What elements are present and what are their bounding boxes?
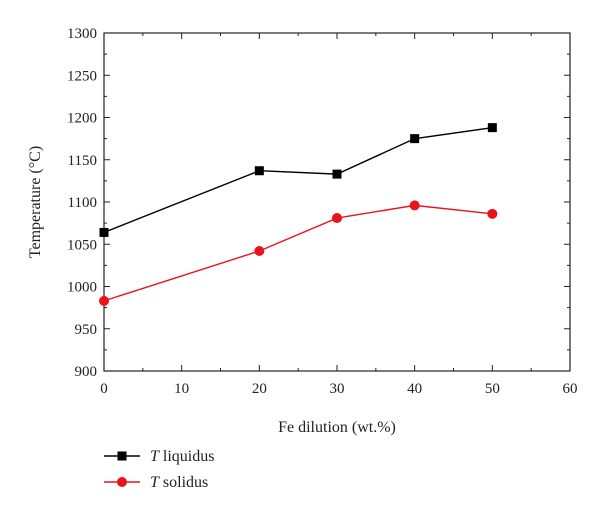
data-point xyxy=(332,169,342,179)
y-tick-label: 1250 xyxy=(67,68,97,84)
y-tick-label: 900 xyxy=(75,364,98,380)
data-point xyxy=(99,295,109,306)
series-line xyxy=(103,126,493,234)
legend-marker xyxy=(117,451,127,461)
legend-item: T liquidus xyxy=(104,448,214,465)
legend-item: T solidus xyxy=(104,474,208,491)
data-point xyxy=(254,246,265,257)
x-tick-label: 30 xyxy=(330,381,345,397)
data-point xyxy=(410,134,420,144)
x-tick-label: 60 xyxy=(563,381,578,397)
y-axis-title: Temperature (°C) xyxy=(27,146,44,258)
y-tick-label: 1300 xyxy=(67,26,97,42)
x-tick-label: 50 xyxy=(485,381,500,397)
x-tick-label: 40 xyxy=(407,381,422,397)
series-0 xyxy=(99,123,497,237)
legend-label: T liquidus xyxy=(150,448,214,465)
y-tick-label: 1000 xyxy=(67,280,97,296)
x-tick-label: 0 xyxy=(100,381,108,397)
legend-label: T solidus xyxy=(150,474,208,491)
y-tick-label: 950 xyxy=(75,322,98,338)
data-point xyxy=(487,123,497,133)
x-axis-ticks: 0 10 20 30 40 50 60 xyxy=(100,33,578,397)
data-point xyxy=(254,166,264,176)
y-tick-label: 1050 xyxy=(67,237,97,253)
x-axis-title: Fe dilution (wt.%) xyxy=(278,419,396,436)
x-tick-label: 20 xyxy=(252,381,267,397)
y-tick-label: 1150 xyxy=(68,153,97,169)
y-tick-label: 1200 xyxy=(67,111,97,127)
data-point xyxy=(332,213,342,224)
legend-name: solidus xyxy=(159,474,208,491)
legend-symbol: T xyxy=(150,448,160,465)
series-line xyxy=(103,204,493,302)
series-1 xyxy=(99,200,498,306)
data-point xyxy=(99,227,109,237)
y-axis-ticks: 900 950 1000 1050 1100 1150 1200 1250 1300 xyxy=(67,26,570,380)
legend-marker xyxy=(117,477,127,487)
chart-axes xyxy=(103,32,571,372)
series-layer xyxy=(99,123,498,306)
x-tick-label: 10 xyxy=(174,381,189,397)
data-point xyxy=(487,208,498,219)
y-tick-label: 1100 xyxy=(68,195,97,211)
legend-name: liquidus xyxy=(159,448,215,465)
data-point xyxy=(409,200,420,211)
legend-symbol: T xyxy=(150,474,160,491)
plot-frame xyxy=(103,32,571,372)
